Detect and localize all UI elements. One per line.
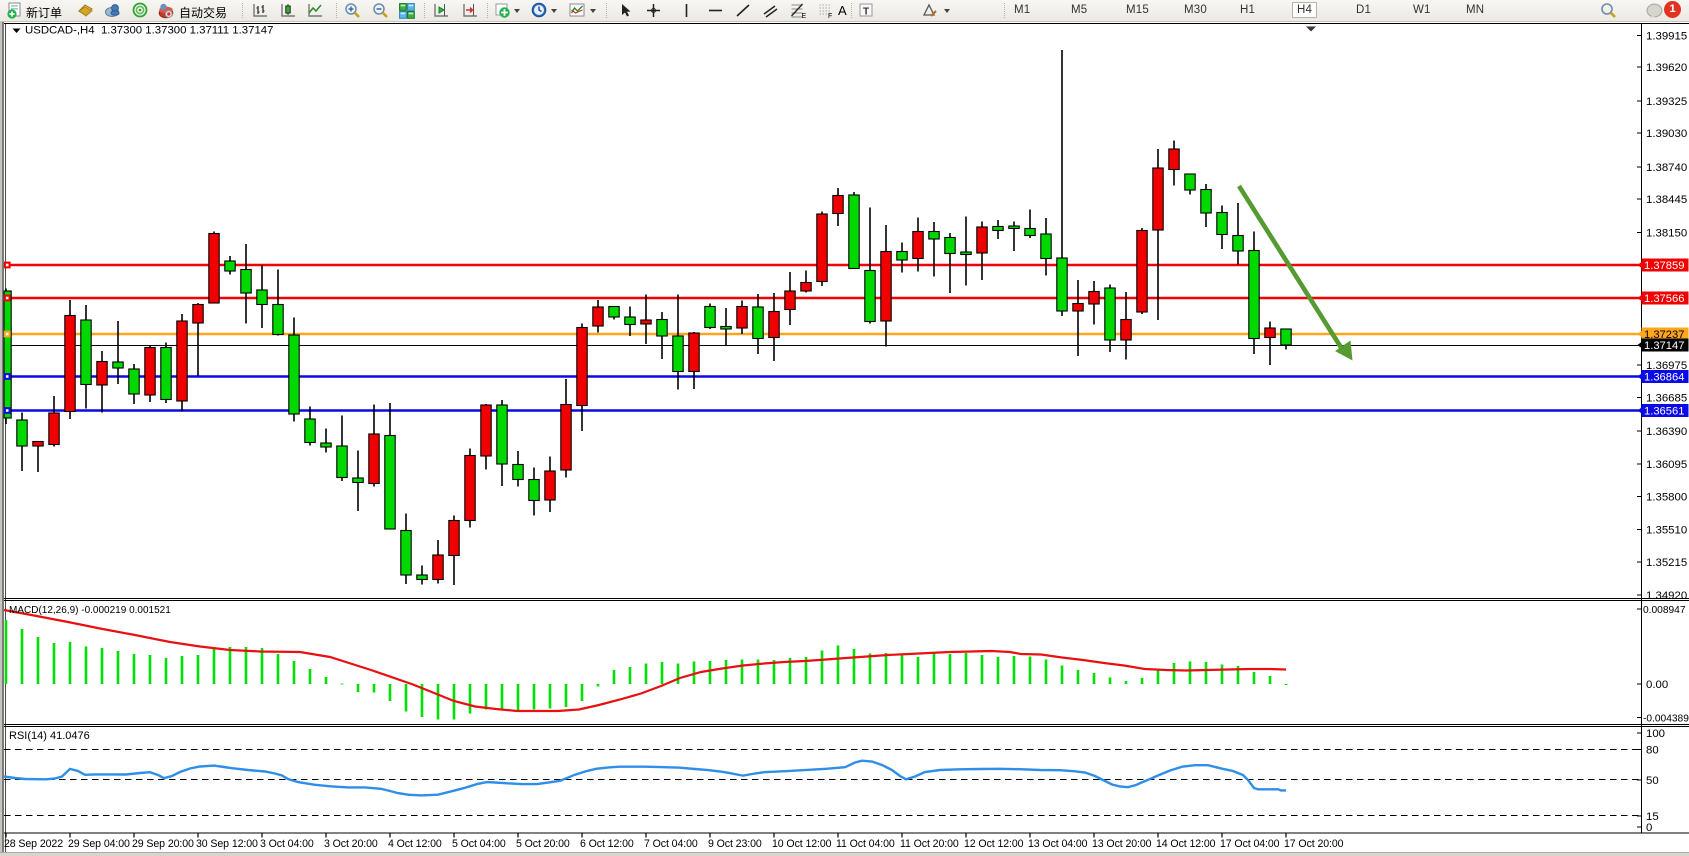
svg-text:29 Sep 20:00: 29 Sep 20:00	[132, 838, 194, 850]
svg-text:1.37859: 1.37859	[1644, 260, 1684, 272]
svg-text:17 Oct 04:00: 17 Oct 04:00	[1220, 838, 1280, 850]
svg-text:7 Oct 04:00: 7 Oct 04:00	[644, 838, 698, 850]
svg-text:13 Oct 20:00: 13 Oct 20:00	[1092, 838, 1152, 850]
svg-text:1.35215: 1.35215	[1646, 557, 1687, 569]
svg-text:1.37237: 1.37237	[1644, 329, 1684, 341]
svg-text:1.36685: 1.36685	[1646, 393, 1687, 405]
svg-text:RSI(14) 41.0476: RSI(14) 41.0476	[9, 730, 90, 742]
svg-text:3 Oct 04:00: 3 Oct 04:00	[260, 838, 314, 850]
svg-text:1.39620: 1.39620	[1646, 62, 1687, 74]
svg-text:E: E	[802, 13, 807, 19]
svg-text:MACD(12,26,9) -0.000219 0.0015: MACD(12,26,9) -0.000219 0.001521	[9, 605, 171, 616]
svg-text:28 Sep 2022: 28 Sep 2022	[4, 838, 63, 850]
svg-text:1.39915: 1.39915	[1646, 31, 1687, 43]
svg-text:13 Oct 04:00: 13 Oct 04:00	[1028, 838, 1088, 850]
svg-text:1.39030: 1.39030	[1646, 128, 1687, 140]
svg-text:1.38445: 1.38445	[1646, 194, 1687, 206]
svg-text:1.36095: 1.36095	[1646, 459, 1687, 471]
svg-text:USDCAD-,H4 1.37300 1.37300 1.: USDCAD-,H4 1.37300 1.37300 1.37111 1.371…	[25, 25, 273, 37]
svg-text:1.34920: 1.34920	[1646, 590, 1687, 602]
svg-text:1.36975: 1.36975	[1646, 360, 1687, 372]
svg-text:30 Sep 12:00: 30 Sep 12:00	[196, 838, 258, 850]
svg-text:5 Oct 20:00: 5 Oct 20:00	[516, 838, 570, 850]
svg-text:0.008947: 0.008947	[1643, 605, 1686, 616]
svg-text:1.35510: 1.35510	[1646, 525, 1687, 537]
svg-text:4 Oct 12:00: 4 Oct 12:00	[388, 838, 442, 850]
svg-text:6 Oct 12:00: 6 Oct 12:00	[580, 838, 634, 850]
svg-text:11 Oct 20:00: 11 Oct 20:00	[900, 838, 959, 850]
svg-text:-0.004389: -0.004389	[1643, 714, 1689, 725]
svg-text:50: 50	[1646, 775, 1659, 787]
svg-text:14 Oct 12:00: 14 Oct 12:00	[1156, 838, 1216, 850]
svg-text:T: T	[863, 7, 869, 18]
svg-text:1.36390: 1.36390	[1646, 426, 1687, 438]
svg-text:1.35800: 1.35800	[1646, 492, 1687, 504]
svg-text:1.37566: 1.37566	[1644, 293, 1684, 305]
svg-text:F: F	[828, 13, 832, 19]
svg-text:1.36864: 1.36864	[1644, 372, 1684, 384]
svg-text:29 Sep 04:00: 29 Sep 04:00	[68, 838, 130, 850]
svg-text:1.38740: 1.38740	[1646, 162, 1687, 174]
svg-text:1.37147: 1.37147	[1644, 340, 1684, 352]
svg-text:17 Oct 20:00: 17 Oct 20:00	[1284, 838, 1344, 850]
svg-text:0: 0	[1646, 822, 1652, 834]
svg-text:1.36561: 1.36561	[1644, 406, 1684, 418]
svg-text:11 Oct 04:00: 11 Oct 04:00	[836, 838, 895, 850]
svg-text:5 Oct 04:00: 5 Oct 04:00	[452, 838, 506, 850]
svg-text:1.38150: 1.38150	[1646, 228, 1687, 240]
svg-text:9 Oct 23:00: 9 Oct 23:00	[708, 838, 762, 850]
svg-text:0.00: 0.00	[1646, 679, 1668, 691]
svg-text:80: 80	[1646, 745, 1659, 757]
svg-text:10 Oct 12:00: 10 Oct 12:00	[772, 838, 832, 850]
svg-text:12 Oct 12:00: 12 Oct 12:00	[964, 838, 1024, 850]
svg-text:15: 15	[1646, 811, 1659, 823]
svg-text:1.39325: 1.39325	[1646, 96, 1687, 108]
svg-text:3 Oct 20:00: 3 Oct 20:00	[324, 838, 378, 850]
svg-text:100: 100	[1646, 728, 1665, 740]
